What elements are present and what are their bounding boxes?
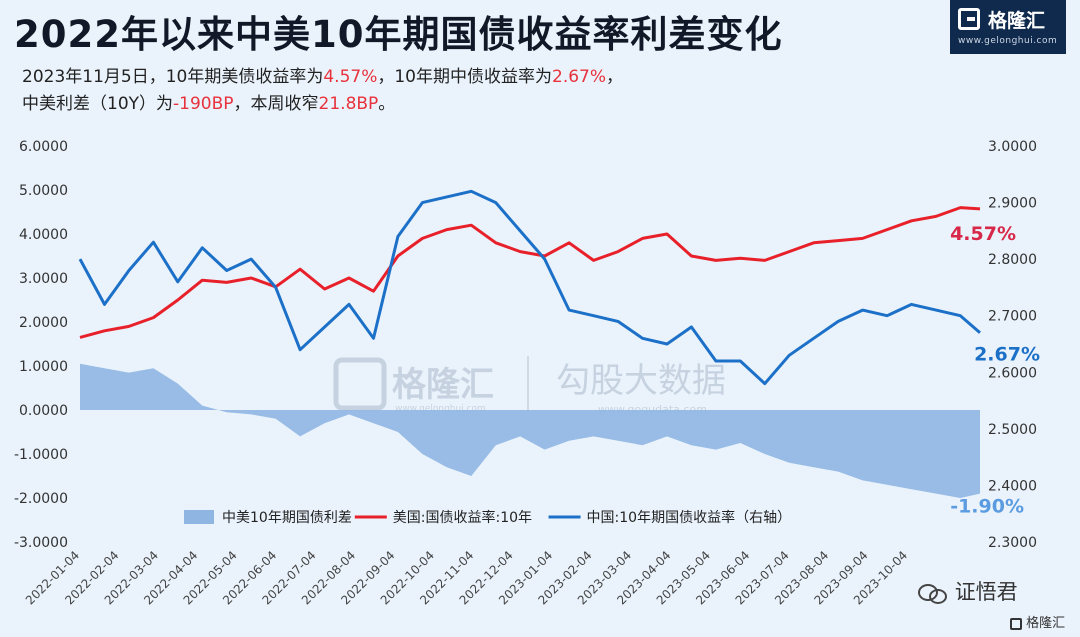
left-axis-tick-label: 3.0000	[19, 271, 68, 287]
watermark-left-url: www.gelonghui.com	[395, 404, 486, 414]
cn-end-label: 2.67%	[974, 344, 1040, 366]
page-title: 2022年以来中美10年期国债收益率利差变化	[14, 13, 783, 56]
legend-label: 美国:国债收益率:10年	[393, 509, 532, 526]
left-axis-tick-label: -3.0000	[14, 535, 68, 551]
left-axis-tick-label: -1.0000	[14, 447, 68, 463]
right-axis-tick-label: 2.3000	[988, 535, 1037, 551]
legend: 中美10年期国债利差 美国:国债收益率:10年 中国:10年期国债收益率（右轴）	[184, 509, 791, 526]
watermark-right-text: 勾股大数据	[556, 361, 726, 401]
wechat-icon	[918, 582, 948, 604]
right-axis-tick-label: 2.6000	[988, 365, 1037, 381]
axes-layer: 6.0000 5.0000 4.0000 3.0000 2.0000 1.0000 0.00…	[14, 139, 1037, 607]
weekly-change-value: 21.8BP	[318, 94, 379, 114]
summary-text: 。	[378, 94, 396, 114]
end-labels: 4.57% 2.67% -1.90%	[950, 223, 1040, 518]
summary-text: ，本周收窄	[233, 94, 319, 114]
logo-url: www.gelonghui.com	[958, 36, 1058, 46]
left-axis-tick-label: 0.0000	[19, 403, 68, 419]
spread-value: -190BP	[173, 94, 234, 114]
cn-yield-line	[78, 189, 981, 386]
series-layer	[78, 189, 981, 498]
watermark-logo-icon	[333, 357, 387, 411]
spread-end-label: -1.90%	[950, 496, 1024, 518]
left-axis-tick-label: 5.0000	[19, 183, 68, 199]
right-axis-tick-label: 2.7000	[988, 309, 1037, 325]
right-axis-tick-label: 2.5000	[988, 422, 1037, 438]
summary-text: ，	[606, 67, 624, 87]
brand-logo: 格隆汇 www.gelonghui.com	[950, 0, 1066, 54]
summary-line-1: 2023年11月5日，10年期美债收益率为4.57%，10年期中债收益率为2.6…	[22, 62, 623, 87]
wechat-source: 证悟君	[918, 576, 1018, 606]
summary-text: 2023年11月5日，10年期美债收益率为	[22, 67, 324, 87]
watermark: 格隆汇 www.gelonghui.com 勾股大数据 www.gogudata…	[333, 356, 726, 416]
right-axis-tick-label: 2.9000	[988, 196, 1037, 212]
right-axis-tick-label: 2.4000	[988, 478, 1037, 494]
summary-text: 中美利差（10Y）为	[22, 94, 174, 114]
watermark-left-text: 格隆汇	[392, 365, 494, 405]
corner-brand: 格隆汇	[1010, 612, 1065, 631]
cn-yield-value: 2.67%	[552, 67, 607, 87]
corner-brand-name: 格隆汇	[1026, 616, 1066, 631]
wechat-name: 证悟君	[954, 580, 1018, 604]
legend-swatch-spread	[184, 510, 214, 524]
corner-logo-icon	[1010, 617, 1022, 630]
logo-icon	[958, 8, 980, 30]
left-axis-tick-label: 1.0000	[19, 359, 68, 375]
us-end-label: 4.57%	[950, 223, 1016, 245]
left-axis-tick-label: 6.0000	[19, 139, 68, 155]
logo-name: 格隆汇	[988, 10, 1046, 32]
us-yield-line	[79, 206, 981, 339]
left-axis-tick-label: 2.0000	[19, 315, 68, 331]
legend-label: 中美10年期国债利差	[222, 510, 352, 526]
right-axis-tick-label: 2.8000	[988, 252, 1037, 268]
right-axis-tick-label: 3.0000	[988, 139, 1037, 155]
summary-text: ，10年期中债收益率为	[377, 67, 552, 87]
left-axis-tick-label: 4.0000	[19, 227, 68, 243]
us-yield-value: 4.57%	[323, 67, 378, 87]
spread-area	[80, 363, 980, 498]
legend-label: 中国:10年期国债收益率（右轴）	[587, 509, 792, 526]
summary-line-2: 中美利差（10Y）为-190BP，本周收窄21.8BP。	[22, 89, 395, 114]
left-axis-tick-label: -2.0000	[14, 491, 68, 507]
